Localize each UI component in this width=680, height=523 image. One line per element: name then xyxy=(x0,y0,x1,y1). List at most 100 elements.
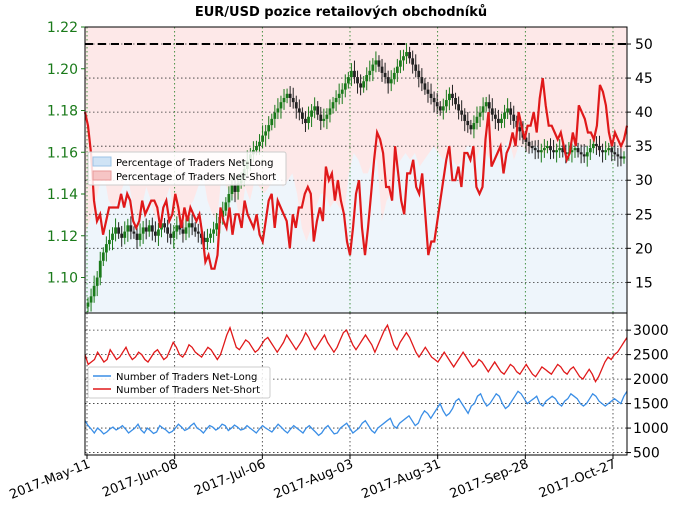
candle-59 xyxy=(267,116,271,140)
candle-86 xyxy=(350,63,353,87)
candle-15 xyxy=(132,226,136,239)
candle-68 xyxy=(294,95,298,119)
candle-110 xyxy=(423,78,427,95)
legend-label: Number of Traders Net-Short xyxy=(116,385,260,396)
candle-101 xyxy=(395,58,399,82)
candle-70 xyxy=(301,107,304,125)
candle-113 xyxy=(432,91,436,113)
candle-67 xyxy=(291,87,295,109)
candle-45 xyxy=(224,197,228,216)
candle-71 xyxy=(304,111,307,133)
candle-84 xyxy=(343,74,347,98)
candle-136 xyxy=(503,104,506,128)
candle-129 xyxy=(481,97,485,121)
candle-120 xyxy=(454,92,457,110)
candle-20 xyxy=(147,220,151,237)
candle-72 xyxy=(307,106,310,130)
legend-label: Percentage of Traders Net-Long xyxy=(116,158,274,169)
candle-98 xyxy=(386,70,390,94)
candle-124 xyxy=(466,111,470,133)
candle-125 xyxy=(469,119,473,135)
left-tick-label: 1.18 xyxy=(47,104,78,120)
candle-85 xyxy=(346,71,350,89)
chart-title: EUR/USD pozice retailových obchodníků xyxy=(195,5,487,20)
candle-126 xyxy=(472,115,476,139)
candle-92 xyxy=(368,60,372,82)
candle-162 xyxy=(582,144,586,163)
candle-0 xyxy=(86,297,90,312)
candle-89 xyxy=(359,74,362,96)
candle-16 xyxy=(135,225,139,249)
candle-57 xyxy=(261,125,264,149)
bottom-right-tick-label: 500 xyxy=(633,446,660,462)
legend-label: Number of Traders Net-Long xyxy=(116,372,257,383)
bottom-right-tick-label: 2500 xyxy=(633,348,669,364)
candle-154 xyxy=(558,139,562,158)
bottom-right-tick-label: 3000 xyxy=(633,323,669,339)
candle-172 xyxy=(613,142,617,161)
candle-75 xyxy=(316,101,320,120)
legend-swatch xyxy=(92,170,112,181)
candle-149 xyxy=(542,139,546,158)
candle-144 xyxy=(527,132,531,154)
candle-93 xyxy=(371,58,375,82)
candle-63 xyxy=(279,95,283,119)
candle-167 xyxy=(598,135,601,157)
candle-60 xyxy=(270,113,274,131)
right-tick-label: 25 xyxy=(635,207,653,223)
candle-150 xyxy=(546,140,549,154)
bottom-right-tick-label: 2000 xyxy=(633,372,669,388)
net-short-percentage-line xyxy=(83,77,629,270)
left-tick-label: 1.14 xyxy=(47,187,78,203)
left-tick-label: 1.20 xyxy=(47,62,78,78)
top-legend-box xyxy=(87,151,287,186)
bottom-right-tick-label: 1500 xyxy=(633,397,669,413)
candle-94 xyxy=(374,51,378,73)
candle-80 xyxy=(331,96,335,114)
candle-174 xyxy=(619,147,623,167)
candle-4 xyxy=(98,251,102,286)
candle-87 xyxy=(353,60,356,84)
candle-7 xyxy=(108,229,111,251)
candle-116 xyxy=(441,98,445,120)
candle-35 xyxy=(193,222,197,237)
candle-41 xyxy=(212,221,215,243)
candle-164 xyxy=(588,139,592,160)
bottom-right-tick-label: 1000 xyxy=(633,421,669,437)
candle-3 xyxy=(95,271,99,297)
candle-145 xyxy=(530,140,534,154)
candle-122 xyxy=(460,100,464,122)
candle-74 xyxy=(313,97,317,119)
candle-31 xyxy=(181,221,185,243)
left-tick-label: 1.22 xyxy=(47,20,78,36)
candle-138 xyxy=(509,101,513,125)
candle-168 xyxy=(601,143,604,163)
candle-83 xyxy=(340,83,344,105)
candle-96 xyxy=(380,58,384,82)
candle-8 xyxy=(111,227,114,251)
candle-108 xyxy=(417,64,421,88)
candle-173 xyxy=(616,147,620,167)
candle-137 xyxy=(506,98,510,120)
right-tick-label: 45 xyxy=(635,71,653,87)
net-short-count-line xyxy=(84,323,628,383)
candle-10 xyxy=(117,222,121,239)
candle-102 xyxy=(399,50,402,74)
candle-128 xyxy=(478,106,482,127)
candle-103 xyxy=(402,49,405,71)
right-tick-label: 40 xyxy=(635,105,653,121)
candle-36 xyxy=(196,223,200,243)
candle-61 xyxy=(273,104,277,128)
candle-133 xyxy=(493,108,497,130)
candle-58 xyxy=(264,124,268,146)
candle-39 xyxy=(206,228,209,250)
candle-82 xyxy=(337,83,341,105)
candle-14 xyxy=(129,216,133,240)
candle-99 xyxy=(389,70,393,92)
candle-151 xyxy=(549,138,552,160)
candle-148 xyxy=(539,143,543,163)
candle-152 xyxy=(552,139,555,159)
candle-123 xyxy=(463,108,467,132)
candle-166 xyxy=(595,136,598,155)
